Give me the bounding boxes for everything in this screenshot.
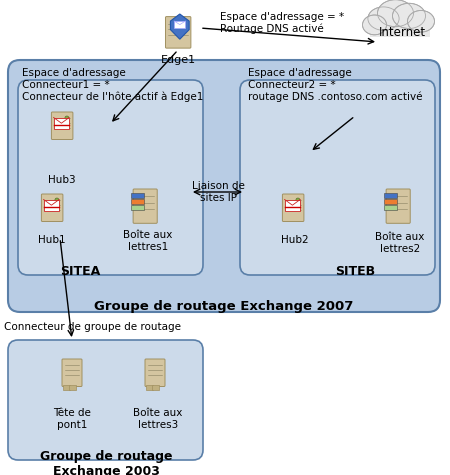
- Bar: [152, 384, 159, 390]
- Text: Connecteur de groupe de routage: Connecteur de groupe de routage: [4, 322, 181, 332]
- Text: Liaison de
sites IP: Liaison de sites IP: [192, 181, 244, 203]
- Text: Espace d'adressage
Connecteur1 = *
Connecteur de l'hôte actif à Edge1: Espace d'adressage Connecteur1 = * Conne…: [22, 68, 203, 102]
- FancyBboxPatch shape: [133, 189, 157, 223]
- Text: Espace d'adressage
Connecteur2 = *
routage DNS .contoso.com activé: Espace d'adressage Connecteur2 = * routa…: [248, 68, 423, 102]
- Text: Espace d'adressage = *
Routage DNS activé: Espace d'adressage = * Routage DNS activ…: [220, 12, 344, 34]
- Text: Boîte aux
lettres3: Boîte aux lettres3: [133, 408, 183, 429]
- Bar: [69, 384, 76, 390]
- Text: Boîte aux
lettres2: Boîte aux lettres2: [375, 232, 425, 254]
- FancyBboxPatch shape: [8, 340, 203, 460]
- Text: Tête de
pont1: Tête de pont1: [53, 408, 91, 429]
- FancyBboxPatch shape: [386, 189, 410, 223]
- Bar: [130, 205, 144, 210]
- FancyBboxPatch shape: [18, 80, 203, 275]
- Circle shape: [296, 198, 300, 202]
- Bar: [130, 199, 144, 204]
- FancyBboxPatch shape: [51, 112, 73, 140]
- Text: Hub3: Hub3: [48, 175, 76, 185]
- Bar: [44, 200, 59, 211]
- Bar: [174, 21, 185, 28]
- Ellipse shape: [392, 3, 426, 28]
- Bar: [284, 200, 300, 211]
- FancyBboxPatch shape: [283, 194, 304, 221]
- Bar: [146, 384, 153, 390]
- Bar: [384, 193, 396, 198]
- Bar: [63, 384, 70, 390]
- Text: Hub1: Hub1: [38, 235, 66, 245]
- Text: SITEB: SITEB: [335, 265, 375, 278]
- Text: Groupe de routage Exchange 2007: Groupe de routage Exchange 2007: [94, 300, 354, 313]
- Ellipse shape: [408, 10, 435, 32]
- Text: SITEA: SITEA: [60, 265, 100, 278]
- Bar: [384, 199, 396, 204]
- Polygon shape: [171, 14, 189, 39]
- Text: Internet: Internet: [378, 26, 426, 38]
- Ellipse shape: [368, 7, 399, 30]
- FancyBboxPatch shape: [41, 194, 63, 221]
- Circle shape: [55, 198, 59, 202]
- Bar: [54, 117, 69, 129]
- FancyBboxPatch shape: [240, 80, 435, 275]
- Ellipse shape: [363, 15, 387, 35]
- FancyBboxPatch shape: [145, 359, 165, 387]
- FancyBboxPatch shape: [166, 17, 191, 48]
- FancyBboxPatch shape: [8, 60, 440, 312]
- Bar: [370, 15, 430, 37]
- Bar: [130, 193, 144, 198]
- Text: Hub2: Hub2: [281, 235, 309, 245]
- Text: Boîte aux
lettres1: Boîte aux lettres1: [123, 230, 173, 252]
- Text: Groupe de routage
Exchange 2003: Groupe de routage Exchange 2003: [40, 450, 172, 475]
- Circle shape: [65, 116, 69, 120]
- Text: Edge1: Edge1: [161, 55, 196, 65]
- FancyBboxPatch shape: [62, 359, 82, 387]
- Ellipse shape: [378, 0, 414, 27]
- Bar: [384, 205, 396, 210]
